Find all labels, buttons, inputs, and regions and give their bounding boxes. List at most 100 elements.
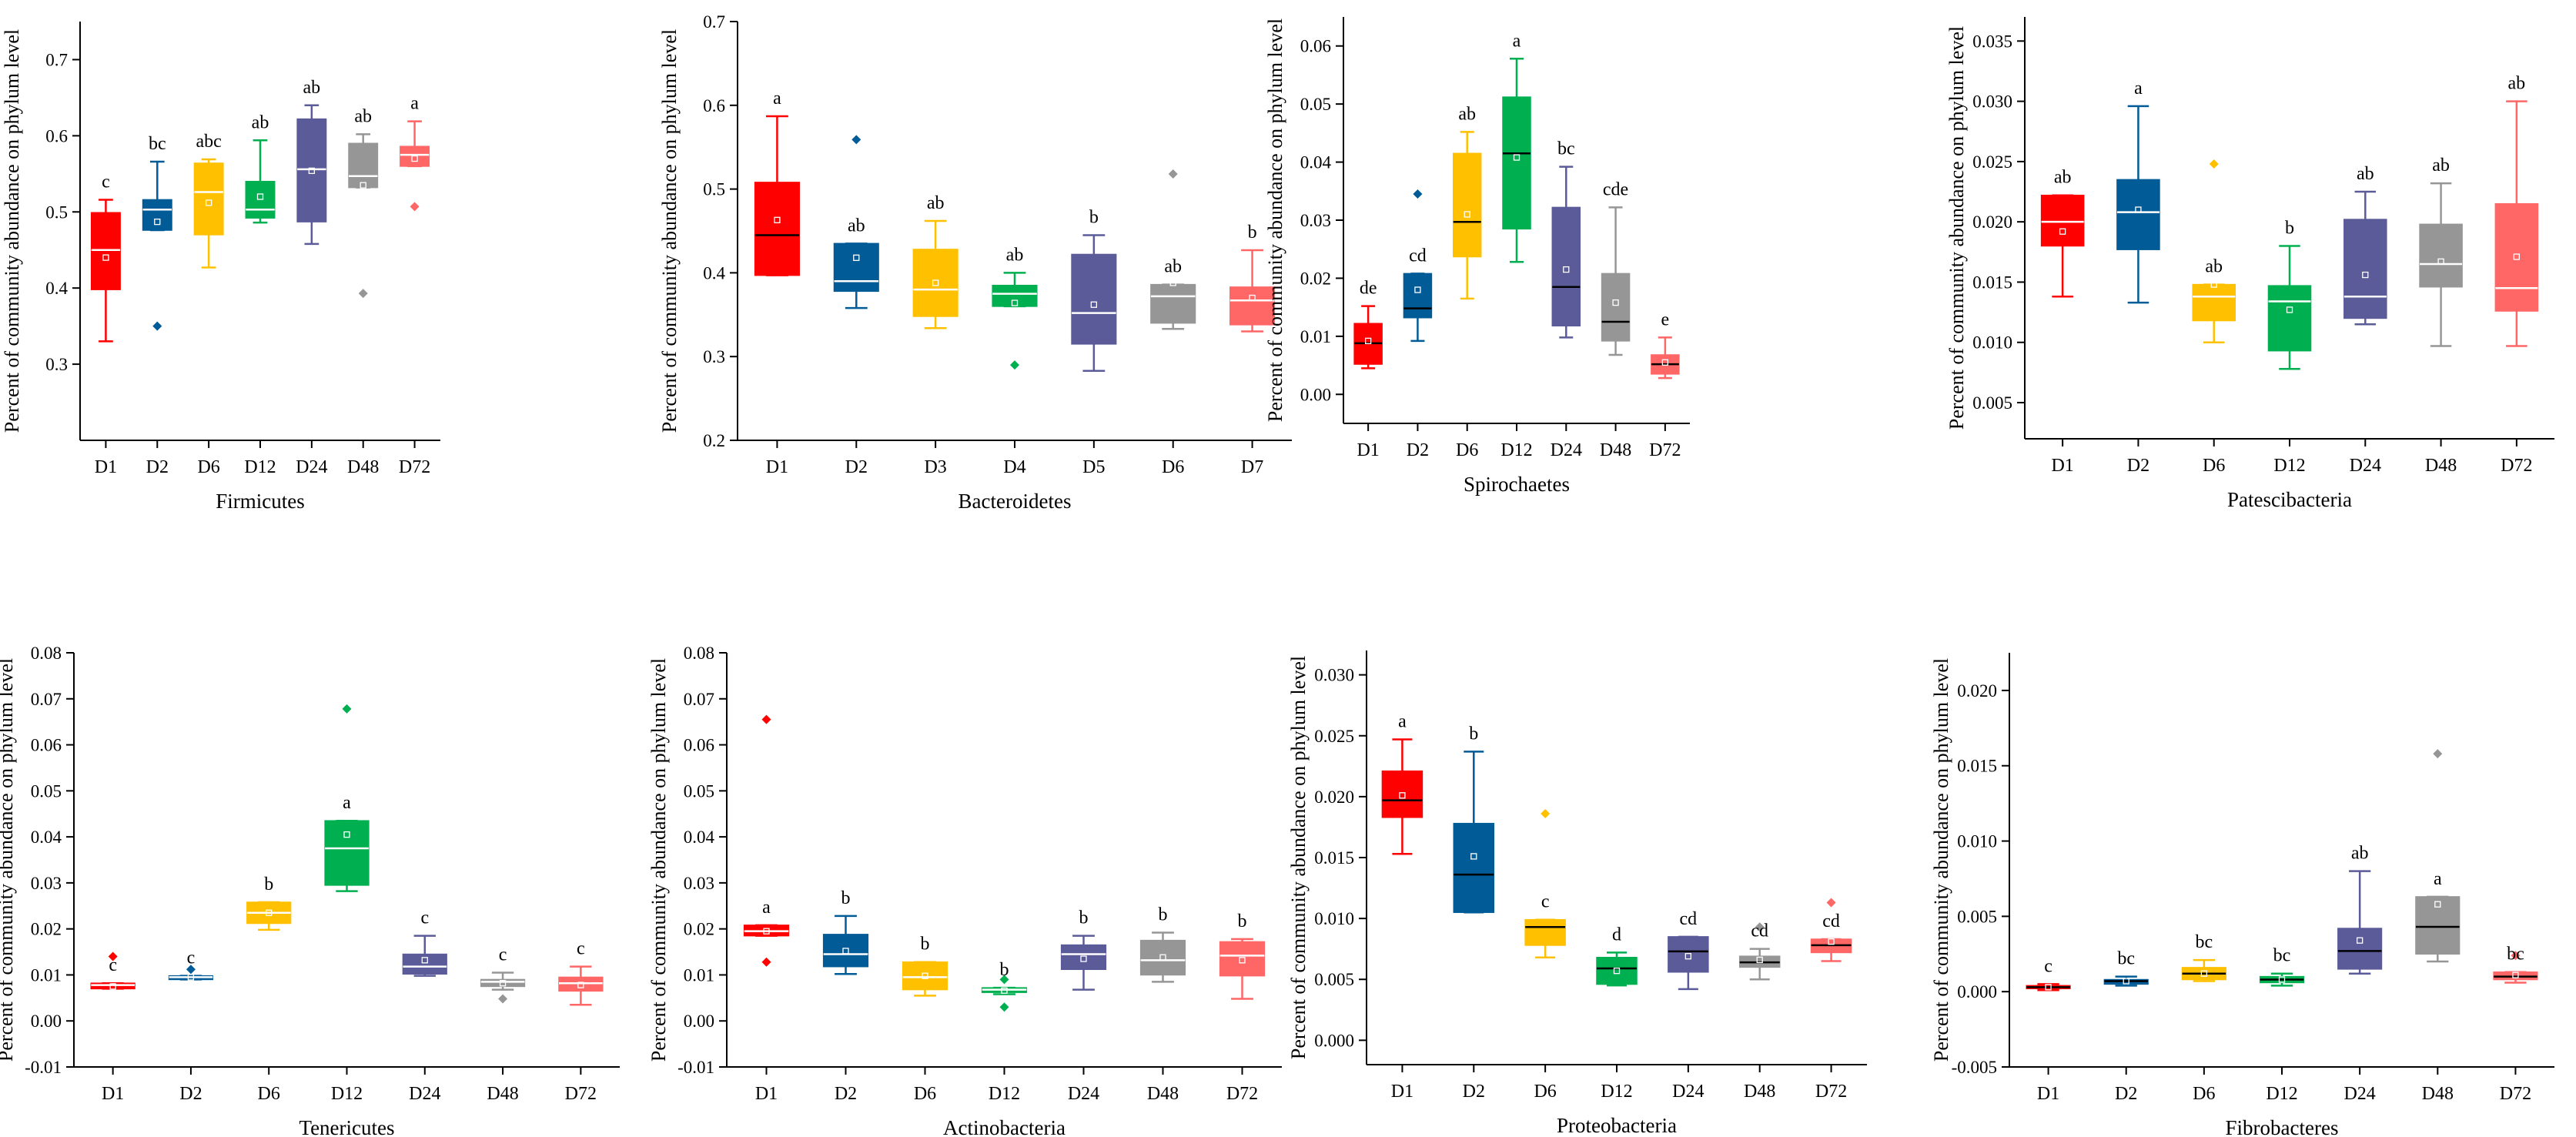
panel-spirochaetes: 0.00 0.01 0.02 0.03 0.04 0.05 0.06 D1 D2 D6 D12 D24…: [1264, 17, 1690, 496]
y-tick-label: 0.5: [703, 180, 725, 199]
mean-marker: [1159, 954, 1166, 961]
box-D2: bc: [2103, 949, 2149, 987]
y-axis-label: Percent of community abundance on phylum…: [1287, 656, 1310, 1059]
box-D1: c: [2026, 956, 2071, 992]
mean-marker: [2045, 984, 2052, 991]
x-tick-label: D2: [2115, 1084, 2137, 1104]
x-tick-label: D24: [1672, 1082, 1704, 1102]
mean-marker: [187, 974, 195, 981]
x-tick-label: D6: [1534, 1082, 1556, 1102]
significance-letter: ab: [2054, 168, 2072, 188]
significance-letter: cde: [1603, 179, 1628, 199]
significance-letter: a: [1513, 31, 1521, 51]
box-D12: a: [324, 704, 370, 892]
y-tick-label: 0.02: [684, 920, 714, 939]
mean-marker: [1001, 987, 1008, 994]
mean-marker: [922, 972, 928, 979]
box-D2: bc: [142, 134, 172, 331]
box-iqr: [1219, 941, 1266, 977]
x-tick-label: D6: [1456, 440, 1478, 460]
x-tick-label: D12: [2266, 1084, 2297, 1104]
box-D2: c: [168, 948, 214, 981]
x-tick-label: D12: [244, 457, 276, 477]
significance-letter: ab: [848, 216, 865, 236]
x-tick-label: D24: [2350, 456, 2381, 476]
significance-letter: cd: [1680, 909, 1698, 929]
y-axis-label: Percent of community abundance on phylum…: [1, 29, 23, 433]
mean-marker: [2123, 978, 2129, 985]
box-iqr: [90, 212, 121, 290]
mean-marker: [1399, 792, 1406, 799]
outlier-point: [2433, 749, 2443, 759]
panel-patescibacteria: 0.005 0.010 0.015 0.020 0.025 0.030 0.035 D1 D2 D…: [1945, 17, 2554, 511]
panel-proteobacteria: 0.000 0.005 0.010 0.015 0.020 0.025 0.030 D1 D2 D…: [1287, 650, 1867, 1137]
outlier-point: [1541, 809, 1551, 819]
box-D2: a: [2116, 79, 2160, 304]
box-iqr: [992, 284, 1038, 307]
box-D1: a: [1381, 712, 1423, 855]
x-tick-label: D12: [989, 1084, 1020, 1104]
y-tick-label: 0.005: [1314, 970, 1354, 989]
box-D1: c: [90, 172, 121, 343]
significance-letter: ab: [2357, 164, 2374, 184]
x-tick-label: D12: [1500, 440, 1532, 460]
mean-marker: [109, 983, 116, 990]
x-tick-label: D5: [1082, 457, 1105, 477]
significance-letter: a: [1398, 712, 1407, 732]
significance-letter: a: [343, 793, 351, 813]
box-iqr: [1596, 957, 1638, 985]
box-iqr: [2494, 202, 2539, 312]
x-tick-label: D48: [347, 457, 379, 477]
x-axis-label: Actinobacteria: [943, 1116, 1066, 1137]
outlier-point: [1755, 922, 1765, 932]
significance-letter: ab: [1164, 257, 1182, 277]
mean-marker: [154, 218, 161, 226]
mean-marker: [2210, 281, 2217, 288]
outlier-point: [108, 951, 118, 961]
y-tick-label: 0.06: [684, 736, 714, 755]
significance-letter: b: [921, 935, 930, 955]
box-D24: ab: [2337, 844, 2383, 975]
x-axis-label: Proteobacteria: [1557, 1114, 1677, 1137]
significance-letter: cd: [1822, 911, 1840, 931]
box-iqr: [348, 142, 379, 189]
mean-marker: [1612, 299, 1619, 306]
y-tick-label: 0.03: [684, 874, 714, 893]
panel-actinobacteria: -0.01 0.00 0.01 0.02 0.03 0.04 0.05 0.06 0.07 0.0…: [647, 644, 1282, 1137]
y-tick-label: 0.025: [1972, 152, 2012, 172]
x-tick-label: D1: [1357, 440, 1379, 460]
significance-letter: ab: [303, 78, 321, 98]
y-tick-label: -0.005: [1952, 1058, 1997, 1077]
box-iqr: [480, 978, 526, 988]
box-iqr: [1524, 918, 1566, 946]
x-axis-label: Tenericutes: [299, 1116, 394, 1137]
significance-letter: c: [102, 172, 110, 192]
box-D24: bc: [1551, 139, 1581, 339]
y-tick-label: 0.005: [1957, 907, 1997, 926]
significance-letter: b: [2285, 218, 2294, 238]
significance-letter: c: [2044, 956, 2052, 976]
x-tick-label: D1: [755, 1084, 778, 1104]
box-iqr: [1071, 253, 1117, 345]
box-D24: ab: [296, 78, 327, 246]
y-tick-label: 0.015: [1314, 848, 1354, 868]
significance-letter: b: [1469, 724, 1478, 744]
box-D72: a: [400, 94, 430, 212]
x-axis-label: Bacteroidetes: [958, 490, 1072, 513]
x-tick-label: D48: [2425, 456, 2457, 476]
mean-marker: [2434, 901, 2441, 908]
box-iqr: [1601, 273, 1631, 342]
y-tick-label: 0.04: [1300, 153, 1332, 172]
significance-letter: ab: [354, 106, 372, 126]
significance-letter: c: [187, 948, 196, 968]
mean-marker: [1414, 286, 1421, 293]
significance-letter: bc: [2507, 945, 2524, 965]
box-iqr: [1060, 944, 1107, 971]
mean-marker: [774, 216, 781, 224]
mean-marker: [853, 254, 860, 261]
mean-marker: [842, 948, 849, 955]
box-D48: ab: [2419, 156, 2463, 347]
box-iqr: [2419, 223, 2463, 288]
box-iqr: [2415, 896, 2461, 955]
significance-letter: c: [1541, 892, 1550, 912]
